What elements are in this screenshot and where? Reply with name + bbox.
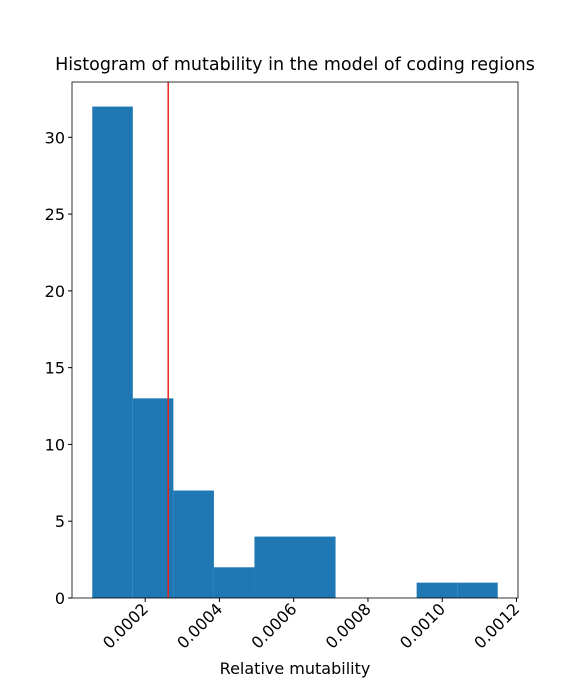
- bar: [295, 536, 336, 598]
- y-tick-label: 0: [55, 589, 65, 608]
- bar: [213, 567, 255, 598]
- bar: [254, 536, 295, 598]
- x-tick-label: 0.0008: [322, 599, 375, 652]
- x-tick-label: 0.0006: [248, 599, 301, 652]
- x-axis-label: Relative mutability: [220, 659, 371, 678]
- bar: [173, 490, 214, 598]
- axes-frame: [71, 81, 519, 599]
- x-tick-label: 0.0010: [396, 599, 449, 652]
- x-tick-label: 0.0012: [470, 599, 523, 652]
- y-tick-label: 30: [45, 128, 65, 147]
- bar: [92, 106, 133, 599]
- y-tick-label: 15: [45, 359, 65, 378]
- bar: [132, 398, 174, 598]
- chart-title: Histogram of mutability in the model of …: [55, 55, 535, 75]
- x-tick-label: 0.0004: [173, 599, 226, 652]
- y-tick-label: 5: [55, 512, 65, 531]
- bar: [416, 582, 458, 598]
- x-tick-label: 0.0002: [99, 599, 152, 652]
- bar: [457, 582, 498, 598]
- y-tick-label: 20: [45, 282, 65, 301]
- y-tick-label: 25: [45, 205, 65, 224]
- y-tick-label: 10: [45, 435, 65, 454]
